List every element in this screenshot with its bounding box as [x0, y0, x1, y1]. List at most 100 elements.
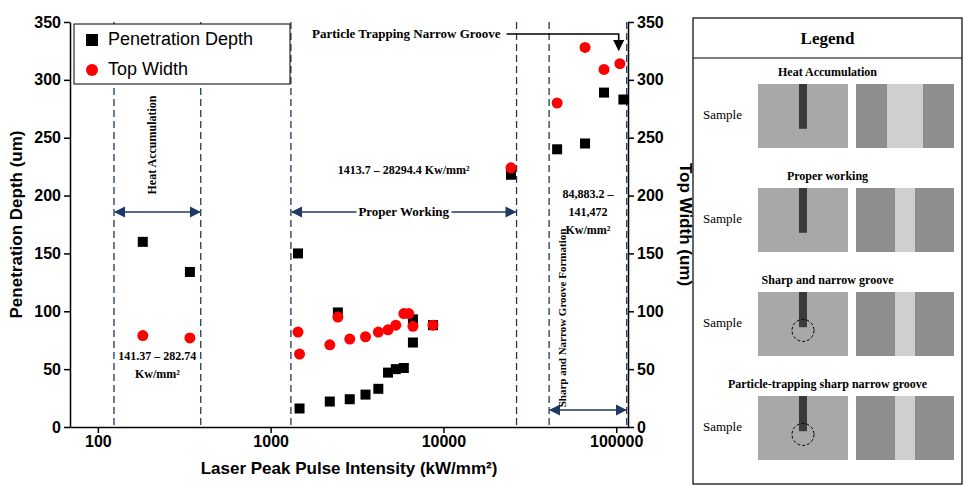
tick: 250	[34, 129, 70, 146]
data-point	[373, 327, 384, 338]
tick-mark	[628, 22, 634, 24]
region-boundary	[516, 22, 517, 427]
sample-image	[856, 84, 954, 148]
highlight-circle	[792, 319, 814, 341]
tick-mark	[628, 80, 634, 82]
annotation: Sharp and Narrow Groove Formation	[556, 229, 568, 408]
data-point	[137, 330, 148, 341]
sample-groove	[799, 292, 807, 327]
sample-groove	[895, 292, 915, 356]
x-axis: 100100010000100000	[71, 427, 644, 450]
tick-label: 50	[43, 361, 61, 378]
annotation: 84,883.2 –141,472Kw/mm²	[562, 187, 614, 237]
axis-line	[628, 23, 630, 428]
data-point	[360, 331, 371, 342]
tick-mark	[628, 253, 634, 255]
tick-label: 200	[637, 187, 664, 204]
sample-image	[856, 396, 954, 460]
series-points	[137, 42, 625, 360]
sample-groove	[799, 84, 807, 129]
tick: 50	[43, 361, 70, 378]
tick: 350	[34, 14, 70, 31]
data-point	[552, 98, 563, 109]
data-point	[580, 42, 591, 53]
panel-item-title: Proper working	[787, 169, 868, 183]
panel-item-label: Sample	[703, 315, 742, 330]
axis-line	[71, 427, 629, 429]
annotation: Heat Accumulation	[145, 95, 159, 194]
panel-item-title: Heat Accumulation	[778, 65, 877, 79]
data-point	[360, 390, 370, 400]
data-point	[599, 64, 610, 75]
sample-groove	[895, 396, 915, 460]
data-point	[373, 384, 383, 394]
tick-mark	[64, 195, 70, 197]
tick-mark	[64, 253, 70, 255]
sample-groove	[887, 84, 923, 148]
data-point	[138, 237, 148, 247]
tick-label: 350	[637, 14, 664, 31]
sample-image	[856, 188, 954, 252]
tick-mark	[628, 427, 634, 429]
panel-item-label: Sample	[703, 211, 742, 226]
sample-groove	[799, 396, 807, 431]
panel-item-label: Sample	[703, 419, 742, 434]
tick: 100	[85, 427, 112, 450]
sample-image	[758, 84, 848, 148]
data-point	[614, 58, 625, 69]
legend-marker	[86, 34, 98, 46]
pointer-arrow	[507, 34, 619, 50]
data-point	[580, 139, 590, 149]
tick-label: 0	[52, 419, 61, 436]
legend: Penetration DepthTop Width	[74, 24, 290, 84]
series-points	[138, 88, 628, 414]
axis-line	[70, 23, 72, 428]
tick: 200	[628, 187, 664, 204]
annotation: 1413.7 – 28294.4 Kw/mm²	[338, 163, 470, 177]
tick-label: 50	[637, 361, 655, 378]
tick-mark	[64, 80, 70, 82]
legend-box	[74, 24, 290, 84]
y-axis: 050100150200250300350	[34, 14, 70, 436]
tick: 100000	[590, 427, 643, 450]
tick-mark	[64, 22, 70, 24]
tick: 100	[628, 303, 664, 320]
y-axis-title: Penetration Depth (um)	[7, 131, 26, 319]
region-boundary	[626, 22, 627, 427]
tick: 150	[628, 245, 664, 262]
tick-mark	[628, 311, 634, 313]
data-point	[552, 144, 562, 154]
sample-image	[758, 396, 848, 460]
tick-label: 250	[637, 129, 664, 146]
panel-divider	[693, 57, 962, 58]
tick: 300	[34, 71, 70, 88]
tick-mark	[628, 137, 634, 139]
data-point	[427, 320, 438, 331]
sample-groove	[799, 188, 807, 233]
sample-groove	[895, 188, 915, 252]
panel-frame	[693, 18, 962, 484]
tick: 300	[628, 71, 664, 88]
data-point	[403, 308, 414, 319]
tick-mark	[64, 369, 70, 371]
data-point	[618, 95, 628, 105]
tick-label: 10000	[422, 433, 467, 450]
data-point	[408, 338, 418, 348]
tick: 350	[628, 14, 664, 31]
tick-mark	[443, 427, 445, 433]
data-point	[407, 321, 418, 332]
tick: 0	[52, 419, 70, 436]
tick-label: 300	[34, 71, 61, 88]
tick-label: 300	[637, 71, 664, 88]
highlight-circle	[792, 423, 814, 445]
legend-panel: LegendHeat AccumulationSampleProper work…	[693, 18, 962, 484]
legend-label: Top Width	[108, 59, 188, 79]
data-point	[292, 327, 303, 338]
legend-marker	[86, 64, 98, 76]
annotation: Particle Trapping Narrow Groove	[312, 26, 501, 41]
panel-item-title: Sharp and narrow groove	[762, 273, 895, 287]
data-point	[345, 394, 355, 404]
panel-item-label: Sample	[703, 107, 742, 122]
data-point	[428, 320, 438, 330]
tick-mark	[628, 195, 634, 197]
